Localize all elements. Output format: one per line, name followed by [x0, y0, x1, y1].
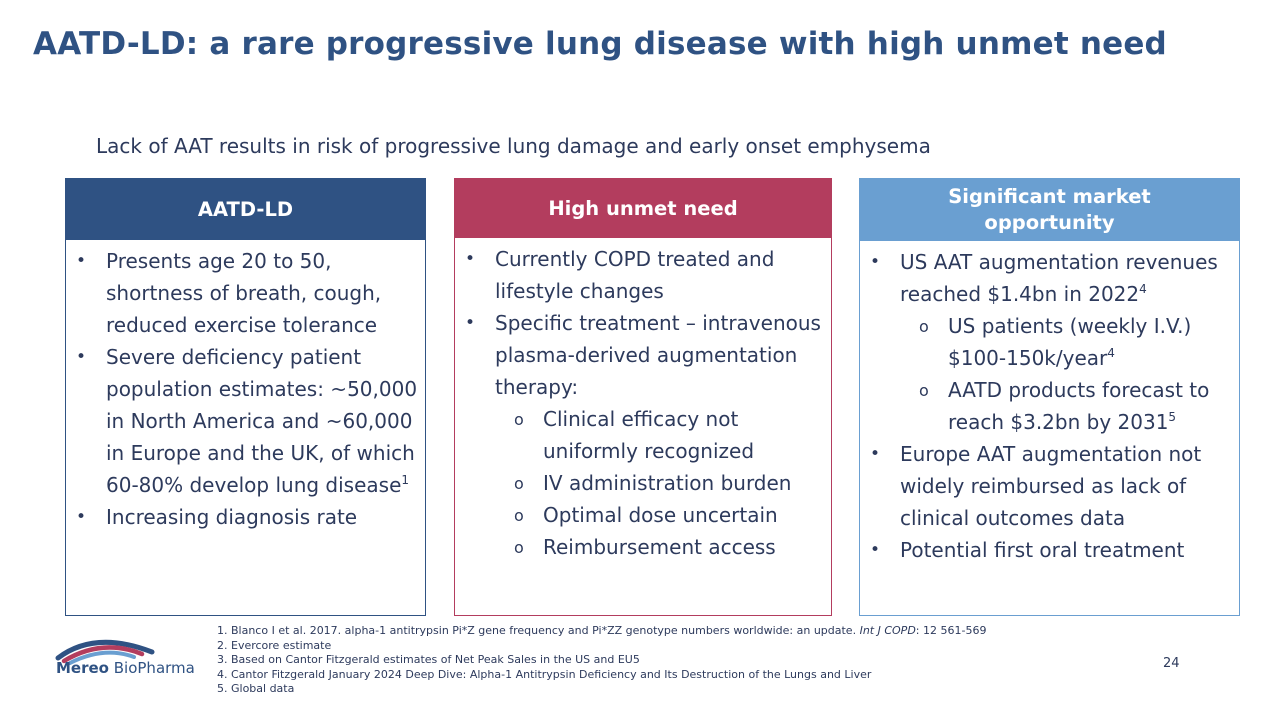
bullet-list: Currently COPD treated and lifestyle cha… — [455, 238, 831, 564]
list-item: Potential first oral treatment — [860, 534, 1239, 566]
company-logo-text: Mereo BioPharma — [56, 659, 195, 677]
footnote-ref: 4 — [1107, 346, 1115, 360]
column-heading: High unmet need — [455, 179, 831, 238]
column-heading: AATD-LD — [66, 179, 425, 240]
list-item: Increasing diagnosis rate — [66, 501, 425, 533]
column-aatd-ld: AATD-LD Presents age 20 to 50, shortness… — [65, 178, 426, 616]
footnote-3: 3. Based on Cantor Fitzgerald estimates … — [217, 653, 640, 666]
footnote-ref: 5 — [1168, 410, 1177, 424]
bullet-list: Presents age 20 to 50, shortness of brea… — [66, 240, 425, 533]
sub-list-item: Clinical efficacy not uniformly recogniz… — [455, 403, 831, 467]
column-high-unmet-need: High unmet need Currently COPD treated a… — [454, 178, 832, 616]
sub-list-item: Optimal dose uncertain — [455, 499, 831, 532]
list-item: Presents age 20 to 50, shortness of brea… — [66, 245, 425, 341]
arcs-logo-icon — [55, 639, 155, 665]
sub-list-item: US patients (weekly I.V.) $100-150k/year… — [860, 310, 1239, 374]
list-item: Severe deficiency patient population est… — [66, 341, 425, 501]
column-heading: Significant market opportunity — [860, 179, 1239, 241]
footnote-1: 1. Blanco I et al. 2017. alpha-1 antitry… — [217, 624, 987, 637]
sub-list-item: IV administration burden — [455, 467, 831, 500]
footnote-ref: 4 — [1139, 282, 1147, 296]
list-item: Europe AAT augmentation not widely reimb… — [860, 438, 1239, 534]
list-item: US AAT augmentation revenues reached $1.… — [860, 246, 1239, 310]
column-market-opportunity: Significant market opportunity US AAT au… — [859, 178, 1240, 616]
slide-title: AATD-LD: a rare progressive lung disease… — [33, 26, 1167, 62]
footnote-5: 5. Global data — [217, 682, 295, 695]
list-item: Specific treatment – intravenous plasma-… — [455, 307, 831, 403]
bullet-list: US AAT augmentation revenues reached $1.… — [860, 241, 1239, 566]
list-item: Currently COPD treated and lifestyle cha… — [455, 243, 831, 307]
slide-subtitle: Lack of AAT results in risk of progressi… — [96, 134, 931, 158]
page-number: 24 — [1163, 656, 1180, 671]
footnote-ref: 1 — [401, 473, 410, 487]
sub-list-item: AATD products forecast to reach $3.2bn b… — [860, 374, 1239, 438]
footnotes: 1. Blanco I et al. 2017. alpha-1 antitry… — [217, 624, 1117, 697]
footnote-2: 2. Evercore estimate — [217, 638, 332, 652]
sub-list-item: Reimbursement access — [455, 531, 831, 564]
footnote-4: 4. Cantor Fitzgerald January 2024 Deep D… — [217, 667, 872, 681]
